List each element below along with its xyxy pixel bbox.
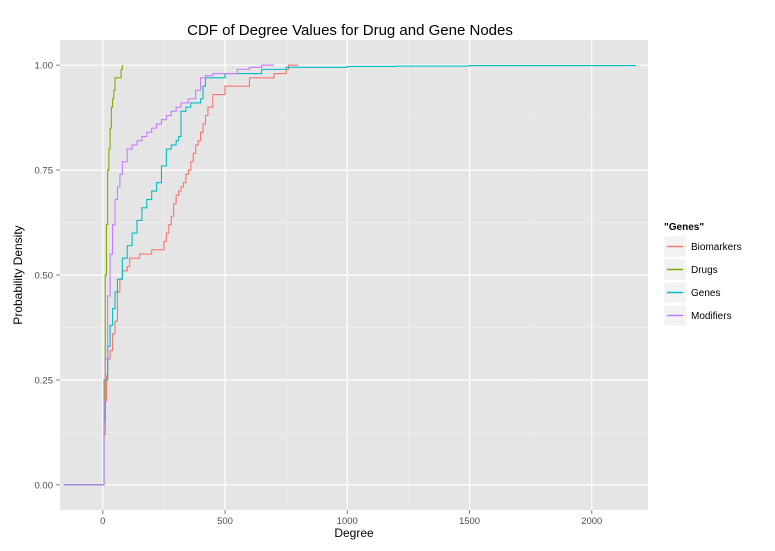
legend-label-modifiers: Modifiers <box>691 311 732 322</box>
series-line-biomarkers <box>63 64 299 486</box>
legend-label-genes: Genes <box>691 288 720 299</box>
legend-label-biomarkers: Biomarkers <box>691 242 742 253</box>
y-axis-ticks: 0.00 0.25 0.50 0.75 1.00 <box>35 61 60 491</box>
x-tick-label: 0 <box>100 516 105 527</box>
legend-label-drugs: Drugs <box>691 265 718 276</box>
series-lines <box>63 64 637 486</box>
y-tick-label: 0.25 <box>35 375 54 386</box>
y-tick-label: 0.75 <box>35 166 54 177</box>
series-line-modifiers <box>63 64 274 486</box>
series-line-drugs <box>63 65 123 486</box>
legend-title: "Genes" <box>664 222 704 233</box>
x-tick-label: 500 <box>217 516 233 527</box>
x-axis-ticks: 0 500 1000 1500 2000 <box>100 510 602 527</box>
y-tick-label: 1.00 <box>35 61 54 72</box>
y-tick-label: 0.00 <box>35 480 54 491</box>
y-axis-title: Probability Density <box>11 225 25 324</box>
major-gridlines <box>60 40 648 510</box>
x-tick-label: 2000 <box>581 516 602 527</box>
legend: "Genes" Biomarkers Drugs Genes Modifiers <box>663 222 742 327</box>
x-axis-title: Degree <box>334 526 374 540</box>
x-tick-label: 1500 <box>459 516 480 527</box>
chart-title: CDF of Degree Values for Drug and Gene N… <box>187 22 513 39</box>
y-tick-label: 0.50 <box>35 271 54 282</box>
series-line-genes <box>63 65 637 486</box>
legend-items: Biomarkers Drugs Genes Modifiers <box>663 235 742 327</box>
x-tick-label: 1000 <box>337 516 358 527</box>
